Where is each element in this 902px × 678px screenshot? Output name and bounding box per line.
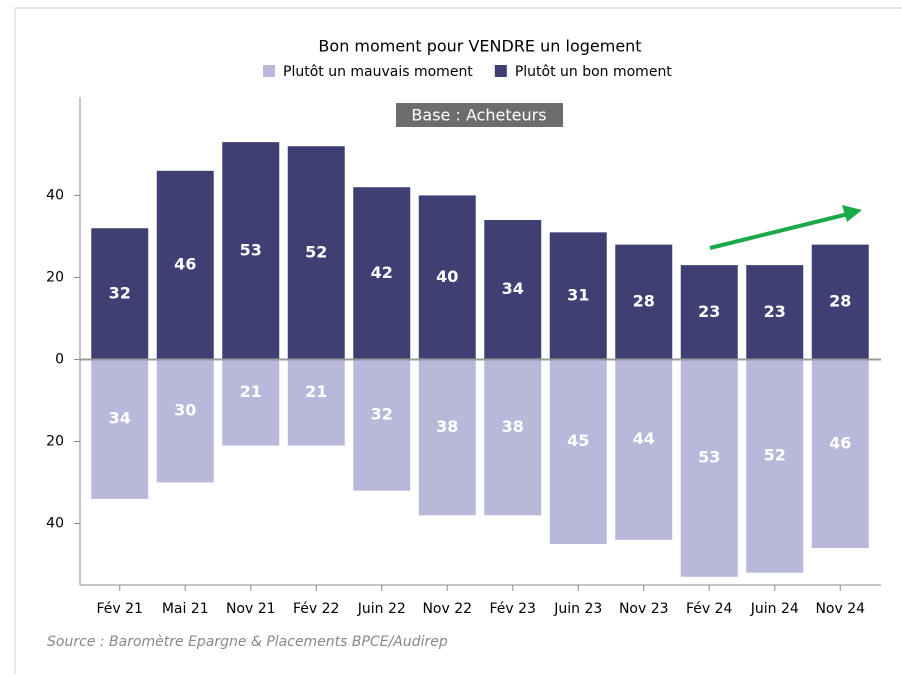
data-label: 32	[371, 405, 393, 424]
data-label: 30	[174, 400, 196, 419]
bar	[811, 359, 869, 549]
data-label: 53	[698, 448, 720, 467]
annotation: Base : Acheteurs	[411, 106, 546, 125]
bar	[353, 187, 411, 360]
x-tick-label: Juin 22	[357, 601, 406, 617]
x-tick-label: Fév 24	[686, 601, 733, 617]
data-label: 21	[240, 382, 262, 401]
data-label: 53	[240, 240, 262, 259]
data-label: 21	[305, 382, 327, 401]
data-label: 45	[567, 431, 589, 450]
data-label: 32	[109, 283, 131, 302]
bar	[746, 359, 804, 573]
legend-swatch	[263, 65, 275, 77]
data-label: 34	[502, 279, 524, 298]
bar	[549, 232, 607, 360]
bar	[222, 359, 280, 446]
bar	[418, 195, 476, 360]
y-tick-label: 20	[46, 269, 64, 285]
data-label: 38	[502, 417, 524, 436]
x-tick-label: Fév 23	[490, 601, 536, 617]
bar	[418, 359, 476, 516]
data-label: 52	[305, 242, 327, 261]
data-label: 23	[698, 302, 720, 321]
bar	[156, 170, 214, 360]
x-tick-label: Nov 21	[226, 601, 276, 617]
annotation-box	[396, 103, 563, 127]
data-label: 40	[436, 267, 458, 286]
y-tick-label: 40	[46, 515, 64, 531]
data-label: 44	[633, 429, 655, 448]
x-tick-label: Nov 24	[815, 601, 865, 617]
x-tick-label: Juin 24	[750, 601, 799, 617]
data-label: 52	[764, 446, 786, 465]
data-label: 31	[567, 285, 589, 304]
y-tick-label: 20	[46, 433, 64, 449]
data-label: 23	[764, 302, 786, 321]
bar	[549, 359, 607, 544]
legend-label: Plutôt un mauvais moment	[283, 64, 473, 80]
data-label: 38	[436, 417, 458, 436]
bar	[484, 220, 542, 360]
trend-arrow	[709, 205, 862, 250]
chart-title: Bon moment pour VENDRE un logement	[318, 37, 641, 56]
data-label: 28	[633, 292, 655, 311]
bar	[746, 265, 804, 360]
bar	[484, 359, 542, 516]
data-label: 28	[829, 292, 851, 311]
bar	[222, 142, 280, 360]
bar	[353, 359, 411, 491]
legend-label: Plutôt un bon moment	[515, 64, 672, 80]
data-label: 34	[109, 409, 131, 428]
bar	[680, 265, 738, 360]
bar	[287, 359, 345, 446]
source: Source : Baromètre Epargne & Placements …	[47, 634, 448, 650]
data-label: 46	[829, 433, 851, 452]
frame	[14, 7, 902, 678]
bar	[91, 228, 149, 360]
bar	[811, 244, 869, 360]
bar	[156, 359, 214, 483]
bar	[287, 146, 345, 360]
x-tick-label: Nov 22	[422, 601, 472, 617]
x-tick-label: Juin 23	[553, 601, 602, 617]
x-tick-label: Fév 21	[97, 601, 143, 617]
y-tick-label: 0	[55, 351, 64, 367]
bar	[615, 244, 673, 360]
legend-swatch	[494, 65, 507, 77]
x-tick-label: Mai 21	[162, 601, 209, 617]
bar	[615, 359, 673, 540]
bar	[680, 359, 738, 577]
x-tick-label: Nov 23	[619, 601, 669, 617]
x-tick-label: Fév 22	[293, 601, 339, 617]
data-label: 46	[174, 255, 196, 274]
data-label: 42	[371, 263, 393, 282]
y-tick-label: 40	[46, 187, 64, 203]
bar	[91, 359, 149, 499]
